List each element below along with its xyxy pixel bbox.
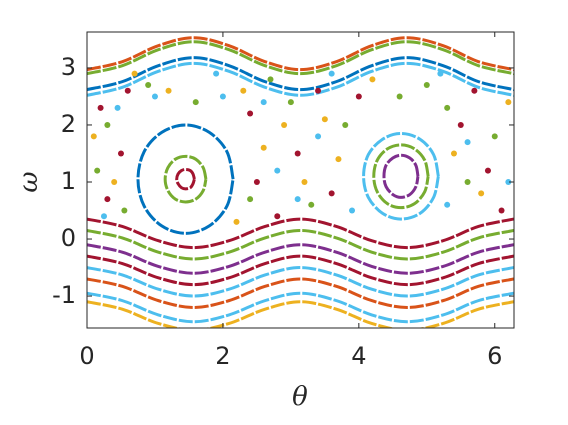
chaotic-point xyxy=(315,133,322,140)
orbit-curve xyxy=(87,254,514,287)
y-tick-label: -1 xyxy=(52,281,76,309)
x-axis-label: θ xyxy=(292,382,308,412)
orbit-curve xyxy=(362,132,440,221)
chaotic-point xyxy=(498,207,505,214)
orbit-curve xyxy=(87,228,514,261)
chaotic-point xyxy=(478,190,485,197)
axes: 0 2 4 6 -1 0 1 2 3 xyxy=(52,32,514,370)
y-axis-label: ω xyxy=(14,171,44,192)
chaotic-point xyxy=(294,196,301,203)
chaotic-point xyxy=(121,207,128,214)
x-tick-label: 6 xyxy=(487,342,502,370)
y-tick-label: 2 xyxy=(61,110,76,138)
x-tick-label: 2 xyxy=(215,342,230,370)
orbit-curve xyxy=(382,153,420,199)
chaotic-point xyxy=(213,70,220,77)
chaotic-point xyxy=(342,121,349,128)
chaotic-point xyxy=(111,178,118,185)
chaotic-point xyxy=(100,213,107,220)
chaotic-point xyxy=(131,70,138,77)
orbit-curve xyxy=(87,291,514,324)
chaotic-point xyxy=(315,87,322,94)
chaotic-point xyxy=(274,213,281,220)
chaotic-point xyxy=(321,116,328,123)
plot-area xyxy=(87,32,514,328)
chaotic-point xyxy=(287,99,294,106)
orbit-curve xyxy=(87,56,514,92)
chaotic-point xyxy=(491,133,498,140)
chaotic-point xyxy=(328,190,335,197)
chaotic-point xyxy=(114,104,121,111)
orbit-curve xyxy=(87,40,514,76)
chaotic-point xyxy=(396,93,403,100)
chaotic-point xyxy=(124,87,131,94)
chaotic-point xyxy=(247,196,254,203)
chaotic-point xyxy=(349,207,356,214)
orbit-curve xyxy=(87,277,514,309)
chaotic-point xyxy=(444,201,451,208)
chaotic-point xyxy=(240,87,247,94)
chaotic-point xyxy=(117,150,124,157)
chaotic-point xyxy=(267,76,274,83)
orbit-curve xyxy=(136,123,235,235)
chaotic-point xyxy=(165,87,172,94)
y-tick-label: 1 xyxy=(61,167,76,195)
chaotic-point xyxy=(328,70,335,77)
chaotic-point xyxy=(308,201,315,208)
chaotic-point xyxy=(97,104,104,111)
chaotic-point xyxy=(464,178,471,185)
chaotic-point xyxy=(423,82,430,89)
chaotic-point xyxy=(437,70,444,77)
chaotic-point xyxy=(94,167,101,174)
chaotic-point xyxy=(484,167,491,174)
chaotic-point xyxy=(335,156,342,163)
chaotic-point xyxy=(355,93,362,100)
chaotic-point xyxy=(104,196,111,203)
chaotic-point xyxy=(233,218,240,225)
chaotic-point xyxy=(281,121,288,128)
chaotic-point xyxy=(247,110,254,117)
chaotic-point xyxy=(90,133,97,140)
orbit-curve xyxy=(163,154,208,204)
chaotic-point xyxy=(471,87,478,94)
orbit-curve xyxy=(87,243,514,275)
orbit-curve xyxy=(87,300,514,328)
axes-box xyxy=(86,31,515,329)
chaotic-point xyxy=(192,99,199,106)
orbit-curve xyxy=(87,61,514,97)
chaotic-point xyxy=(104,121,111,128)
orbit-curve xyxy=(87,217,514,250)
orbit-curve xyxy=(175,167,196,191)
chaotic-point xyxy=(294,150,301,157)
orbit-curve xyxy=(87,266,514,298)
orbit-curve xyxy=(87,36,514,72)
chaotic-point xyxy=(274,167,281,174)
chaotic-point xyxy=(260,144,267,151)
chaotic-point xyxy=(219,93,226,100)
plot-marks xyxy=(87,36,514,328)
x-tick-label: 0 xyxy=(79,342,94,370)
chaotic-point xyxy=(505,178,512,185)
chaotic-point xyxy=(145,82,152,89)
chaotic-point xyxy=(444,104,451,111)
chaotic-point xyxy=(505,99,512,106)
chaotic-point xyxy=(151,93,158,100)
chaotic-point xyxy=(464,139,471,146)
y-tick-label: 0 xyxy=(61,224,76,252)
y-tick-label: 3 xyxy=(61,53,76,81)
x-tick-label: 4 xyxy=(351,342,366,370)
chaotic-point xyxy=(457,121,464,128)
chaotic-point xyxy=(301,178,308,185)
chaotic-point xyxy=(253,178,260,185)
chaotic-point xyxy=(369,76,376,83)
chaotic-point xyxy=(260,99,267,106)
orbit-curve xyxy=(372,143,430,210)
chaotic-point xyxy=(450,150,457,157)
